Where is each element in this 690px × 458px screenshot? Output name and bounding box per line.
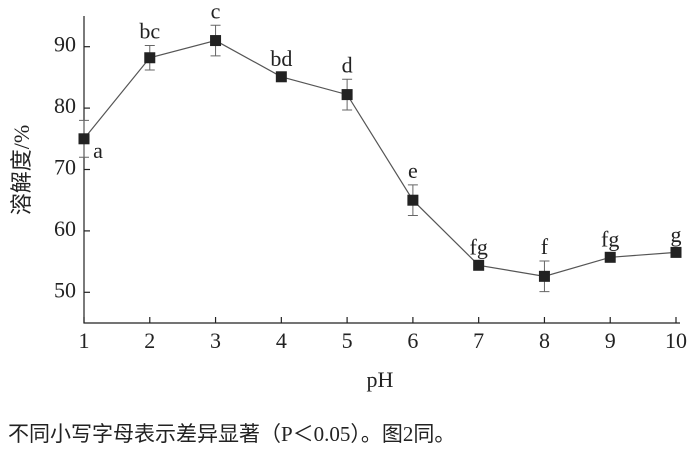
significance-letter: c — [211, 0, 221, 23]
line — [83, 39, 677, 277]
marker — [210, 35, 222, 47]
x-tick-label: 8 — [539, 328, 550, 353]
marker — [407, 194, 419, 206]
axes — [83, 16, 680, 324]
x-tick-label: 1 — [79, 328, 90, 353]
marker — [144, 52, 156, 64]
marker — [670, 246, 682, 258]
x-axis-label: pH — [367, 367, 394, 392]
y-tick-label: 60 — [54, 216, 76, 241]
x-tick-label: 3 — [210, 328, 221, 353]
x-tick-label: 4 — [276, 328, 287, 353]
significance-letter: bc — [139, 19, 160, 44]
marker — [341, 89, 353, 101]
marker — [275, 71, 287, 83]
marker — [538, 270, 550, 282]
significance-letter: bd — [270, 46, 292, 71]
significance-letter: f — [541, 234, 549, 259]
marker — [78, 133, 90, 145]
significance-letter: fg — [470, 235, 488, 260]
y-axis-label: 溶解度/% — [9, 125, 34, 215]
significance-letter: e — [408, 158, 418, 183]
y-tick-label: 90 — [54, 32, 76, 57]
caption: 不同小写字母表示差异显著（P＜0.05）。图2同。 — [8, 422, 455, 446]
x-tick-label: 7 — [473, 328, 484, 353]
y-tick-label: 70 — [54, 155, 76, 180]
x-tick-label: 5 — [342, 328, 353, 353]
x-tick-label: 9 — [605, 328, 616, 353]
marker — [604, 251, 616, 263]
x-tick-label: 10 — [665, 328, 687, 353]
y-tick-label: 80 — [54, 93, 76, 118]
y-tick-label: 50 — [54, 277, 76, 302]
significance-letter: a — [93, 138, 103, 163]
marker — [473, 259, 485, 271]
x-tick-label: 2 — [144, 328, 155, 353]
significance-letter: g — [671, 222, 682, 247]
significance-letter: fg — [601, 227, 619, 252]
x-tick-label: 6 — [407, 328, 418, 353]
significance-letter: d — [342, 52, 353, 77]
